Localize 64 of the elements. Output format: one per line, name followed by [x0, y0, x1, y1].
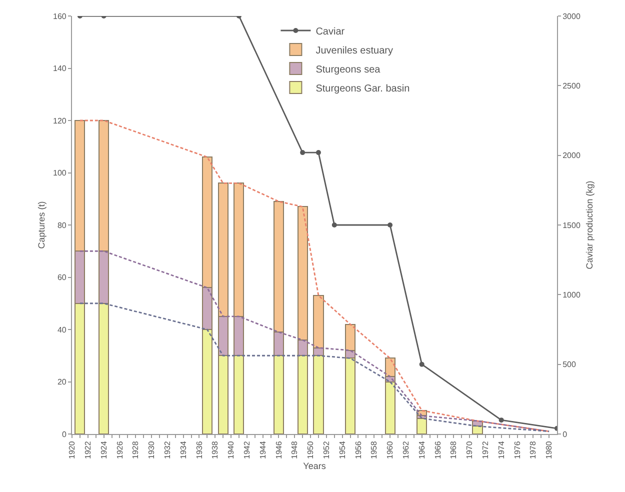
x-tick-label: 1928: [131, 440, 140, 459]
x-tick-label: 1948: [290, 440, 300, 459]
y-tick-label: 40: [57, 325, 67, 334]
x-tick-label: 1922: [84, 440, 92, 459]
x-tick-label: 1964: [417, 440, 426, 459]
x-tick-label: 1938: [210, 440, 220, 459]
y-tick-label: 100: [53, 168, 67, 178]
x-tick-label: 1976: [512, 440, 522, 459]
point: [300, 150, 306, 156]
point: [332, 222, 337, 228]
x-tick-label: 1978: [528, 440, 538, 459]
x-axis-title: Years: [303, 460, 326, 471]
y-tick-label: 120: [53, 116, 67, 126]
point: [316, 150, 321, 156]
x-tick-label: 1972: [481, 440, 490, 459]
y-tick-label: 0: [62, 430, 67, 439]
x-tick-label: 1962: [402, 440, 411, 459]
x-tick-label: 1954: [338, 440, 347, 459]
x-tick-label: 1980: [544, 440, 554, 459]
x-tick-label: 1932: [163, 440, 172, 459]
x-tick-label: 1966: [433, 440, 442, 459]
x-tick-label: 1974: [496, 440, 506, 459]
x-tick-label: 1952: [322, 440, 332, 459]
y-tick-label: 20: [57, 378, 67, 387]
y2-tick-label: 500: [562, 360, 576, 370]
point: [419, 362, 424, 367]
legend-label: Sturgeons sea: [316, 64, 381, 76]
point: [498, 418, 504, 423]
x-tick-label: 1924: [99, 440, 108, 459]
y2-tick-label: 2000: [562, 151, 581, 160]
line-series: [79, 120, 550, 432]
y-tick-label: 140: [53, 64, 67, 74]
y2-tick-label: 3000: [562, 12, 581, 21]
point: [388, 222, 393, 228]
x-tick-label: 1944: [258, 440, 268, 459]
x-tick-label: 1970: [465, 440, 474, 459]
y2-tick-label: 1000: [562, 290, 581, 300]
y-tick-label: 80: [57, 220, 67, 230]
x-tick-label: 1950: [306, 440, 316, 459]
y-tick-label: 160: [53, 12, 67, 21]
y2-tick-label: 0: [562, 430, 568, 439]
y2-axis-title: Caviar production (kg): [584, 180, 595, 270]
legend-label: Caviar: [316, 26, 346, 38]
y-tick-label: 60: [57, 273, 67, 282]
legend-label: Sturgeons Gar. basin: [316, 83, 410, 94]
y-axis-title: Captures (t): [36, 201, 46, 249]
x-tick-label: 1940: [226, 440, 236, 459]
x-tick-label: 1958: [370, 440, 379, 459]
x-tick-label: 1934: [178, 440, 188, 459]
x-tick-label: 1936: [194, 440, 204, 459]
x-tick-label: 1946: [274, 440, 284, 459]
y2-tick-label: 1500: [562, 220, 581, 230]
bar: [416, 418, 428, 434]
x-tick-label: 1968: [449, 440, 458, 459]
y2-tick-label: 2500: [562, 81, 581, 90]
x-tick-label: 1942: [242, 440, 252, 459]
line-series: [79, 302, 550, 432]
bar: [384, 381, 396, 434]
x-tick-label: 1956: [354, 440, 363, 459]
x-tick-label: 1960: [386, 440, 395, 459]
x-tick-label: 1920: [68, 440, 77, 459]
x-tick-label: 1926: [115, 440, 124, 459]
legend-label: Juveniles estuary: [316, 45, 393, 56]
x-tick-label: 1930: [147, 440, 156, 459]
